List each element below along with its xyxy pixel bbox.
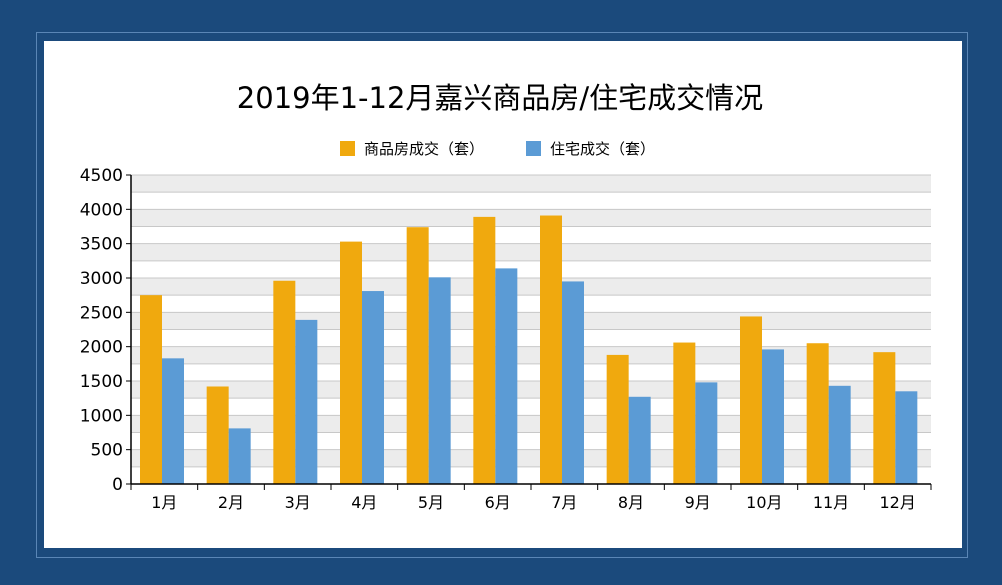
grid-band: [131, 278, 931, 296]
x-tick-label: 8月: [618, 493, 644, 512]
y-tick-label: 500: [91, 441, 123, 461]
bar-commercial: [740, 316, 762, 484]
x-tick-label: 10月: [746, 493, 782, 512]
legend-label-commercial: 商品房成交（套）: [364, 140, 484, 158]
grid-band: [131, 381, 931, 399]
grid-bands: [131, 175, 931, 467]
bar-residential: [895, 391, 918, 484]
bar-commercial: [673, 342, 696, 484]
bar-residential: [562, 281, 584, 484]
grid-band: [131, 415, 931, 433]
bar-commercial: [206, 386, 229, 484]
bar-residential: [228, 428, 251, 484]
grid-band: [131, 449, 931, 467]
bar-commercial: [806, 343, 829, 484]
legend: 商品房成交（套） 住宅成交（套）: [340, 140, 655, 158]
y-tick-label: 2000: [80, 338, 123, 358]
bar-residential: [762, 349, 784, 484]
y-tick-label: 3000: [80, 269, 123, 289]
legend-swatch-commercial: [340, 141, 355, 156]
bar-commercial: [873, 352, 896, 484]
legend-swatch-residential: [526, 141, 541, 156]
axes: [126, 174, 932, 490]
chart-title: 2019年1-12月嘉兴商品房/住宅成交情况: [237, 81, 763, 115]
x-tick-label: 5月: [418, 493, 444, 512]
bar-commercial: [473, 216, 496, 485]
bar-commercial: [140, 295, 162, 484]
y-tick-label: 1500: [80, 372, 123, 392]
y-tick-label: 0: [112, 475, 123, 495]
x-tick-labels: 1月 2月 3月 4月 5月 6月 7月 8月 9月 10月 11月 12月: [151, 493, 916, 512]
outer-frame: [36, 32, 968, 558]
bar-residential: [295, 319, 318, 484]
bar-residential: [628, 396, 651, 484]
bar-residential: [495, 268, 518, 484]
y-tick-label: 1000: [80, 406, 123, 426]
y-tick-label: 2500: [80, 303, 123, 323]
grid-band: [131, 346, 931, 364]
x-tick-label: 4月: [351, 493, 377, 512]
x-tick-label: 3月: [285, 493, 311, 512]
x-tick-label: 9月: [685, 493, 711, 512]
bar-residential: [428, 277, 451, 484]
bar-commercial: [273, 280, 296, 484]
legend-label-residential: 住宅成交（套）: [550, 140, 655, 158]
bar-residential: [828, 385, 851, 484]
x-tick-label: 7月: [551, 493, 577, 512]
x-tick-label: 1月: [151, 493, 177, 512]
grid-band: [131, 243, 931, 261]
bar-residential: [695, 382, 718, 484]
bar-commercial: [540, 215, 562, 484]
grid-band: [131, 312, 931, 330]
bar-commercial: [606, 354, 629, 484]
y-tick-labels: 0 500 1000 1500 2000 2500 3000 3500 4000 4500: [80, 166, 123, 495]
grid-band: [131, 209, 931, 227]
x-tick-label: 2月: [218, 493, 244, 512]
y-tick-label: 4500: [80, 166, 123, 186]
x-tick-label: 12月: [879, 493, 915, 512]
bar-residential: [362, 291, 384, 484]
y-tick-label: 4000: [80, 200, 123, 220]
bar-commercial: [340, 241, 362, 484]
y-tick-label: 3500: [80, 235, 123, 255]
grid-band: [131, 175, 931, 193]
x-tick-label: 6月: [485, 493, 511, 512]
bars: [140, 215, 918, 485]
x-tick-label: 11月: [813, 493, 849, 512]
bar-residential: [162, 358, 184, 484]
bar-commercial: [406, 227, 429, 485]
grid-lines: [131, 174, 931, 468]
